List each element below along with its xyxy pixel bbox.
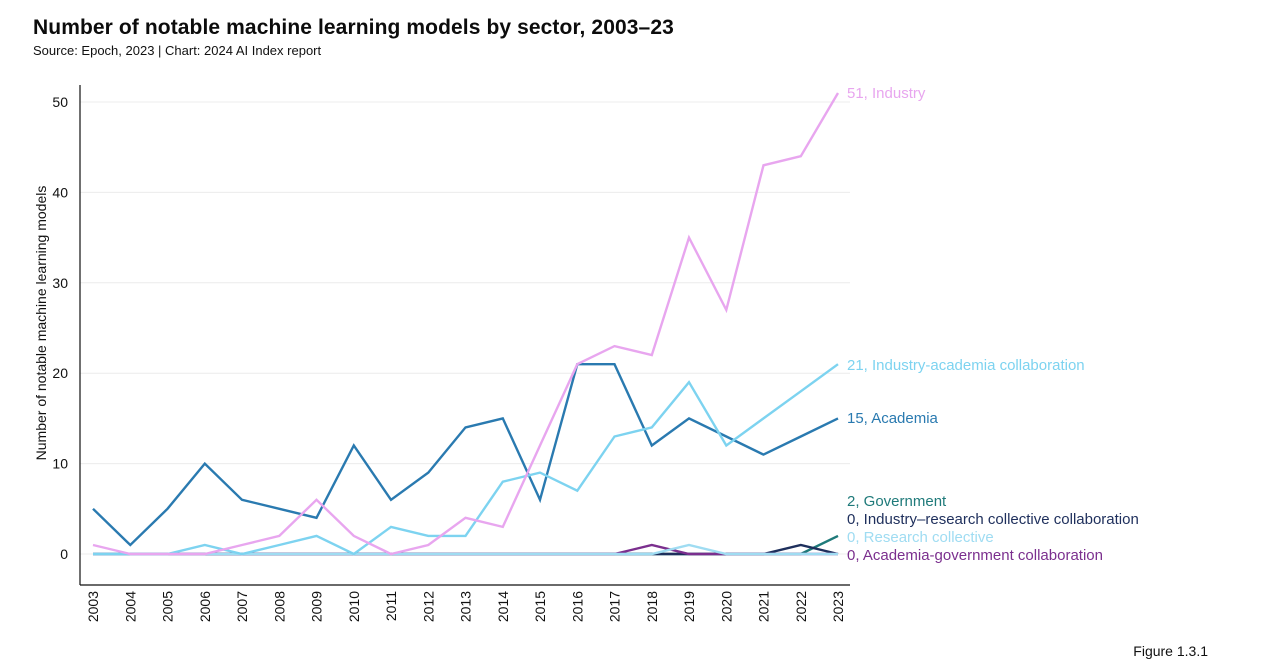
chart-subtitle: Source: Epoch, 2023 | Chart: 2024 AI Ind… <box>33 43 322 58</box>
x-tick-label: 2004 <box>122 591 138 622</box>
series-lines <box>92 92 840 556</box>
series-label-government: 2, Government <box>847 493 947 510</box>
y-axis-title: Number of notable machine learning model… <box>33 186 49 461</box>
y-tick-label: 20 <box>52 365 68 381</box>
x-tick-label: 2020 <box>718 591 734 622</box>
series-line-research-collective <box>93 543 838 556</box>
y-tick-label: 10 <box>52 456 68 472</box>
series-label-industry-academia-collaboration: 21, Industry-academia collaboration <box>847 357 1085 374</box>
x-tick-label: 2016 <box>569 591 585 622</box>
figure-label: Figure 1.3.1 <box>1133 643 1208 659</box>
x-tick-label: 2017 <box>607 591 623 622</box>
y-tick-label: 50 <box>52 94 68 110</box>
axes <box>79 85 850 586</box>
x-tick-labels: 2003 2004 2005 2006 2007 2008 2009 2010 2011 2012… <box>85 591 846 622</box>
series-label-industry: 51, Industry <box>847 85 926 102</box>
series-label-industry-research-collective-collaboration: 0, Industry–research collective collabor… <box>847 511 1139 528</box>
x-tick-label: 2023 <box>830 591 846 622</box>
x-tick-label: 2006 <box>197 591 213 622</box>
series-label-academia: 15, Academia <box>847 410 939 427</box>
x-tick-label: 2022 <box>793 591 809 622</box>
x-tick-label: 2014 <box>495 591 511 622</box>
x-tick-label: 2019 <box>681 591 697 622</box>
x-tick-label: 2007 <box>234 591 250 622</box>
x-tick-label: 2011 <box>383 591 399 621</box>
x-tick-label: 2005 <box>160 591 176 622</box>
gridlines <box>80 101 850 555</box>
x-tick-label: 2021 <box>756 591 772 622</box>
x-tick-label: 2018 <box>644 591 660 622</box>
x-tick-label: 2010 <box>346 591 362 622</box>
series-line-academia <box>92 363 839 547</box>
series-line-academia-government-collaboration <box>93 543 838 556</box>
series-label-academia-government-collaboration: 0, Academia-government collaboration <box>847 547 1103 564</box>
series-label-research-collective: 0, Research collective <box>847 529 994 546</box>
y-tick-labels: 0 10 20 30 40 50 <box>52 94 68 562</box>
y-tick-label: 40 <box>52 184 68 200</box>
series-line-industry <box>92 92 840 556</box>
chart-title: Number of notable machine learning model… <box>33 16 674 39</box>
x-tick-label: 2015 <box>532 591 548 622</box>
y-tick-label: 30 <box>52 275 68 291</box>
y-tick-label: 0 <box>60 546 68 562</box>
x-tick-label: 2008 <box>271 591 287 622</box>
series-line-industry-research-collective-collaboration <box>93 543 839 556</box>
x-tick-label: 2012 <box>420 591 436 622</box>
x-tick-label: 2009 <box>309 591 325 622</box>
x-tick-label: 2003 <box>85 591 101 622</box>
x-tick-label: 2013 <box>458 591 474 622</box>
series-line-industry-academia-collaboration <box>93 363 839 556</box>
